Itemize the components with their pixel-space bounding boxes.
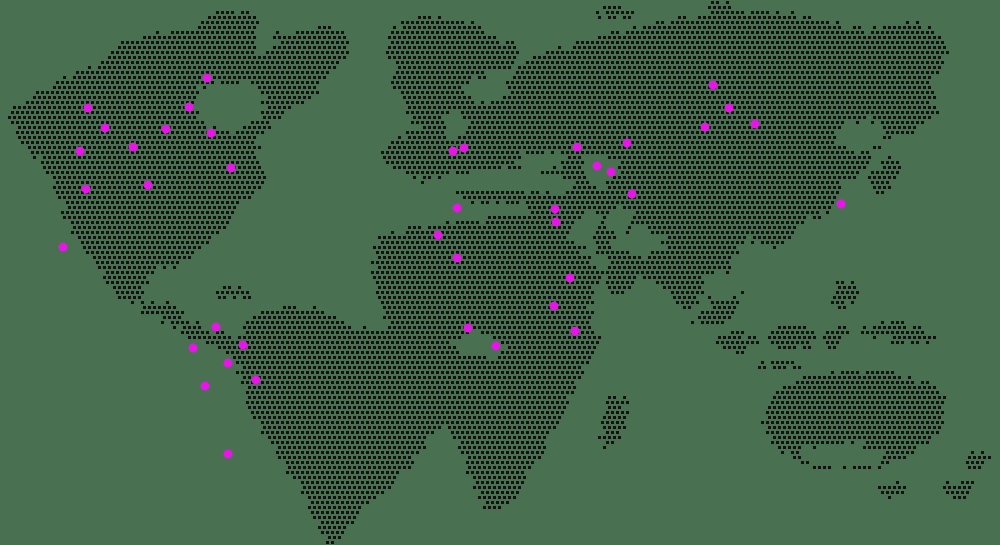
map-marker[interactable] bbox=[83, 103, 93, 113]
map-marker[interactable] bbox=[238, 340, 248, 350]
map-marker[interactable] bbox=[708, 80, 718, 90]
map-marker[interactable] bbox=[572, 142, 582, 152]
map-marker[interactable] bbox=[459, 143, 469, 153]
map-marker[interactable] bbox=[592, 161, 602, 171]
map-marker[interactable] bbox=[202, 73, 212, 83]
map-marker[interactable] bbox=[226, 163, 236, 173]
map-marker[interactable] bbox=[433, 230, 443, 240]
map-marker[interactable] bbox=[188, 343, 198, 353]
map-marker[interactable] bbox=[836, 199, 846, 209]
map-marker[interactable] bbox=[565, 273, 575, 283]
map-marker[interactable] bbox=[452, 203, 462, 213]
map-marker[interactable] bbox=[206, 128, 216, 138]
map-marker[interactable] bbox=[223, 449, 233, 459]
map-marker[interactable] bbox=[58, 242, 68, 252]
map-marker[interactable] bbox=[184, 102, 194, 112]
map-marker[interactable] bbox=[251, 375, 261, 385]
map-marker[interactable] bbox=[550, 204, 560, 214]
map-marker[interactable] bbox=[200, 381, 210, 391]
map-marker[interactable] bbox=[750, 119, 760, 129]
map-marker[interactable] bbox=[211, 322, 221, 332]
map-marker[interactable] bbox=[724, 103, 734, 113]
map-marker[interactable] bbox=[491, 341, 501, 351]
map-marker[interactable] bbox=[463, 323, 473, 333]
map-marker[interactable] bbox=[81, 184, 91, 194]
map-marker[interactable] bbox=[570, 326, 580, 336]
map-marker[interactable] bbox=[622, 138, 632, 148]
map-marker[interactable] bbox=[161, 124, 171, 134]
map-marker[interactable] bbox=[452, 253, 462, 263]
map-marker[interactable] bbox=[75, 146, 85, 156]
map-marker[interactable] bbox=[627, 189, 637, 199]
map-marker[interactable] bbox=[100, 123, 110, 133]
map-marker[interactable] bbox=[551, 217, 561, 227]
map-marker[interactable] bbox=[223, 358, 233, 368]
map-marker[interactable] bbox=[606, 167, 616, 177]
map-marker[interactable] bbox=[700, 122, 710, 132]
map-marker[interactable] bbox=[549, 301, 559, 311]
map-marker[interactable] bbox=[128, 142, 138, 152]
map-marker[interactable] bbox=[448, 146, 458, 156]
map-marker[interactable] bbox=[143, 180, 153, 190]
